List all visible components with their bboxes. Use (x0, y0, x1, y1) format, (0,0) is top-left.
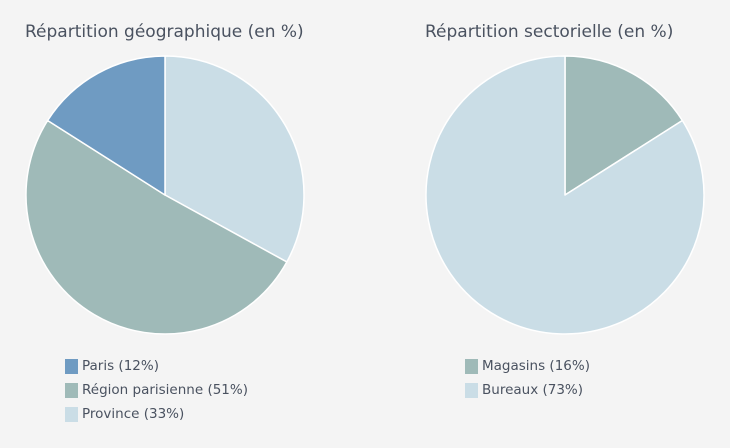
pie-slice-paris[interactable] (46, 55, 166, 196)
legend-item-region-parisienne: Région parisienne (51%) (65, 378, 248, 402)
legend-label-province: Province (33%) (82, 406, 185, 422)
legend-swatch-bureaux (465, 382, 478, 398)
legend-label-bureaux: Bureaux (73%) (482, 382, 584, 398)
sector-legend: Magasins (16%) Bureaux (73%) (465, 354, 590, 402)
geographic-pie-chart (25, 55, 305, 335)
pie-slice-magasins[interactable] (564, 55, 684, 196)
legend-label-magasins: Magasins (16%) (482, 358, 590, 374)
legend-item-province: Province (33%) (65, 402, 248, 426)
sector-pie-chart (425, 55, 705, 335)
pie-slice-r-gion-parisienne[interactable] (25, 119, 288, 335)
legend-item-paris: Paris (12%) (65, 354, 248, 378)
legend-swatch-region-parisienne (65, 382, 78, 398)
legend-swatch-magasins (465, 358, 478, 374)
sector-chart-panel: Répartition sectorielle (en %) Magasins … (400, 0, 730, 448)
geographic-chart-panel: Répartition géographique (en %) Paris (1… (25, 22, 305, 426)
pie-slice-province[interactable] (164, 55, 305, 263)
legend-swatch-province (65, 406, 78, 422)
geographic-legend: Paris (12%) Région parisienne (51%) Prov… (65, 354, 248, 426)
legend-label-paris: Paris (12%) (82, 358, 159, 374)
legend-item-magasins: Magasins (16%) (465, 354, 590, 378)
sector-chart-title: Répartition sectorielle (en %) (425, 22, 674, 42)
legend-swatch-paris (65, 358, 78, 374)
legend-item-bureaux: Bureaux (73%) (465, 378, 590, 402)
legend-label-region-parisienne: Région parisienne (51%) (82, 382, 248, 398)
geographic-chart-title: Répartition géographique (en %) (25, 22, 304, 42)
pie-slice-bureaux[interactable] (425, 55, 705, 335)
